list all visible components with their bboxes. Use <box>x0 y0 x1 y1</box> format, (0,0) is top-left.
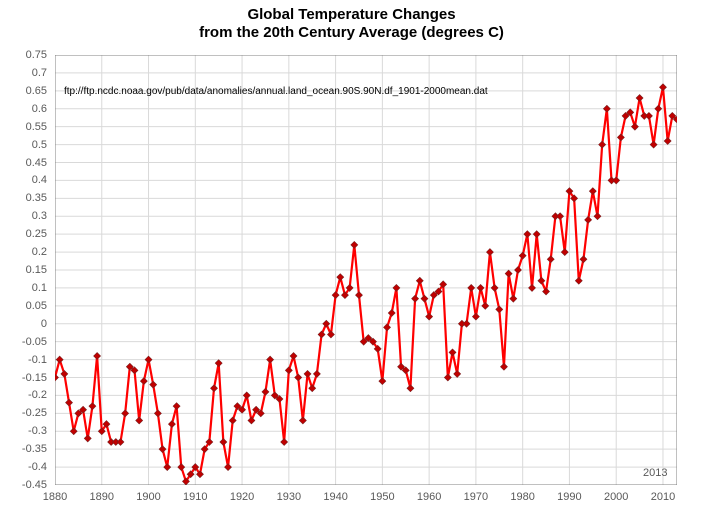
y-tick-label: 0.25 <box>0 228 47 240</box>
chart-container: Global Temperature Changes from the 20th… <box>0 0 703 513</box>
y-tick-label: 0.55 <box>0 121 47 133</box>
y-tick-label: 0.3 <box>0 210 47 222</box>
y-tick-label: -0.45 <box>0 479 47 491</box>
y-tick-label: 0.6 <box>0 103 47 115</box>
x-tick-label: 1930 <box>277 491 301 503</box>
y-tick-label: 0.05 <box>0 300 47 312</box>
y-tick-label: -0.4 <box>0 461 47 473</box>
y-tick-label: 0.5 <box>0 139 47 151</box>
y-tick-label: -0.15 <box>0 372 47 384</box>
plot-area <box>55 55 677 485</box>
y-tick-label: -0.3 <box>0 425 47 437</box>
chart-title: Global Temperature Changes from the 20th… <box>0 0 703 42</box>
x-tick-label: 1920 <box>230 491 254 503</box>
y-tick-label: 0.4 <box>0 174 47 186</box>
x-tick-label: 1990 <box>557 491 581 503</box>
y-tick-label: 0.15 <box>0 264 47 276</box>
title-line-2: from the 20th Century Average (degrees C… <box>199 24 504 41</box>
y-tick-label: 0.2 <box>0 246 47 258</box>
y-tick-label: 0.75 <box>0 49 47 61</box>
x-tick-label: 1980 <box>510 491 534 503</box>
y-tick-label: -0.35 <box>0 443 47 455</box>
y-tick-label: 0.35 <box>0 192 47 204</box>
x-tick-label: 2010 <box>651 491 675 503</box>
x-tick-label: 1910 <box>183 491 207 503</box>
y-tick-label: -0.05 <box>0 336 47 348</box>
y-tick-label: 0.1 <box>0 282 47 294</box>
y-tick-label: 0.7 <box>0 67 47 79</box>
y-tick-label: 0.65 <box>0 85 47 97</box>
x-tick-label: 1940 <box>323 491 347 503</box>
y-tick-label: -0.2 <box>0 389 47 401</box>
end-year-label: 2013 <box>643 467 667 479</box>
x-tick-label: 2000 <box>604 491 628 503</box>
y-tick-label: 0 <box>0 318 47 330</box>
x-tick-label: 1960 <box>417 491 441 503</box>
x-tick-label: 1950 <box>370 491 394 503</box>
x-tick-label: 1880 <box>43 491 67 503</box>
source-citation: ftp://ftp.ncdc.noaa.gov/pub/data/anomali… <box>64 86 488 97</box>
y-tick-label: 0.45 <box>0 157 47 169</box>
x-tick-label: 1970 <box>464 491 488 503</box>
chart-svg <box>55 55 677 485</box>
title-line-1: Global Temperature Changes <box>247 6 455 23</box>
x-tick-label: 1900 <box>136 491 160 503</box>
y-tick-label: -0.1 <box>0 354 47 366</box>
y-tick-label: -0.25 <box>0 407 47 419</box>
x-tick-label: 1890 <box>90 491 114 503</box>
